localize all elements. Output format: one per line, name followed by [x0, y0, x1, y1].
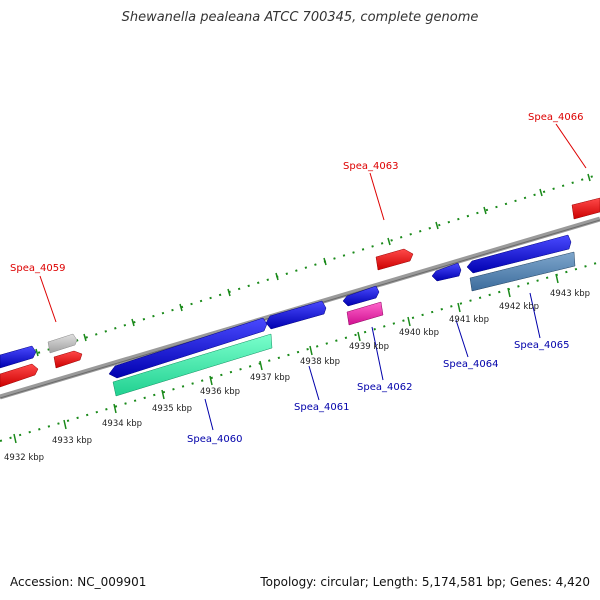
kbp-label: 4939 kbp	[349, 342, 389, 352]
gene-labels: Spea_4059 Spea_4063 Spea_4066 Spea_4060 …	[10, 112, 583, 445]
gene-4061-blue	[265, 300, 327, 330]
gene-4065-blue	[466, 234, 572, 274]
lower-tick-track	[0, 261, 600, 444]
gene-left-red	[0, 363, 39, 388]
kbp-label: 4937 kbp	[250, 373, 290, 383]
upper-tick-track	[0, 173, 600, 366]
gene-4063-red	[375, 248, 414, 271]
kbp-label: 4933 kbp	[52, 436, 92, 446]
gene-label-spea-4061: Spea_4061	[294, 402, 349, 413]
kbp-label: 4936 kbp	[200, 387, 240, 397]
accession-text: Accession: NC_009901	[10, 575, 147, 589]
gene-big-blue	[108, 317, 268, 379]
gene-4059-grey	[47, 333, 78, 354]
gene-4060-mint	[112, 333, 273, 397]
kbp-label: 4932 kbp	[4, 453, 44, 463]
gene-label-spea-4063: Spea_4063	[343, 161, 398, 172]
kbp-labels: 4932 kbp 4933 kbp 4934 kbp 4935 kbp 4936…	[4, 289, 590, 463]
gene-4065-steel	[469, 251, 576, 292]
gene-4059-red	[53, 350, 83, 369]
gene-label-spea-4066: Spea_4066	[528, 112, 583, 123]
gene-4064-blue	[431, 262, 462, 282]
genome-summary-text: Topology: circular; Length: 5,174,581 bp…	[260, 575, 590, 589]
gene-4062-pink	[346, 301, 384, 326]
reverse-strand-genes	[108, 234, 576, 397]
kbp-label: 4941 kbp	[449, 315, 489, 325]
gene-4062-blue	[342, 285, 380, 307]
forward-strand-genes	[0, 197, 600, 388]
kbp-label: 4942 kbp	[499, 302, 539, 312]
gene-label-spea-4062: Spea_4062	[357, 382, 412, 393]
gene-label-spea-4064: Spea_4064	[443, 359, 498, 370]
label-leader-lines	[39, 123, 587, 431]
gene-left-blue	[0, 345, 37, 369]
gene-label-spea-4059: Spea_4059	[10, 263, 65, 274]
kbp-label: 4943 kbp	[550, 289, 590, 299]
map-title: Shewanella pealeana ATCC 700345, complet…	[121, 10, 479, 25]
kbp-label: 4938 kbp	[300, 357, 340, 367]
gene-label-spea-4065: Spea_4065	[514, 340, 569, 351]
kbp-label: 4934 kbp	[102, 419, 142, 429]
gene-label-spea-4060: Spea_4060	[187, 434, 242, 445]
gene-4066-red	[571, 197, 600, 220]
kbp-label: 4935 kbp	[152, 404, 192, 414]
kbp-label: 4940 kbp	[399, 328, 439, 338]
